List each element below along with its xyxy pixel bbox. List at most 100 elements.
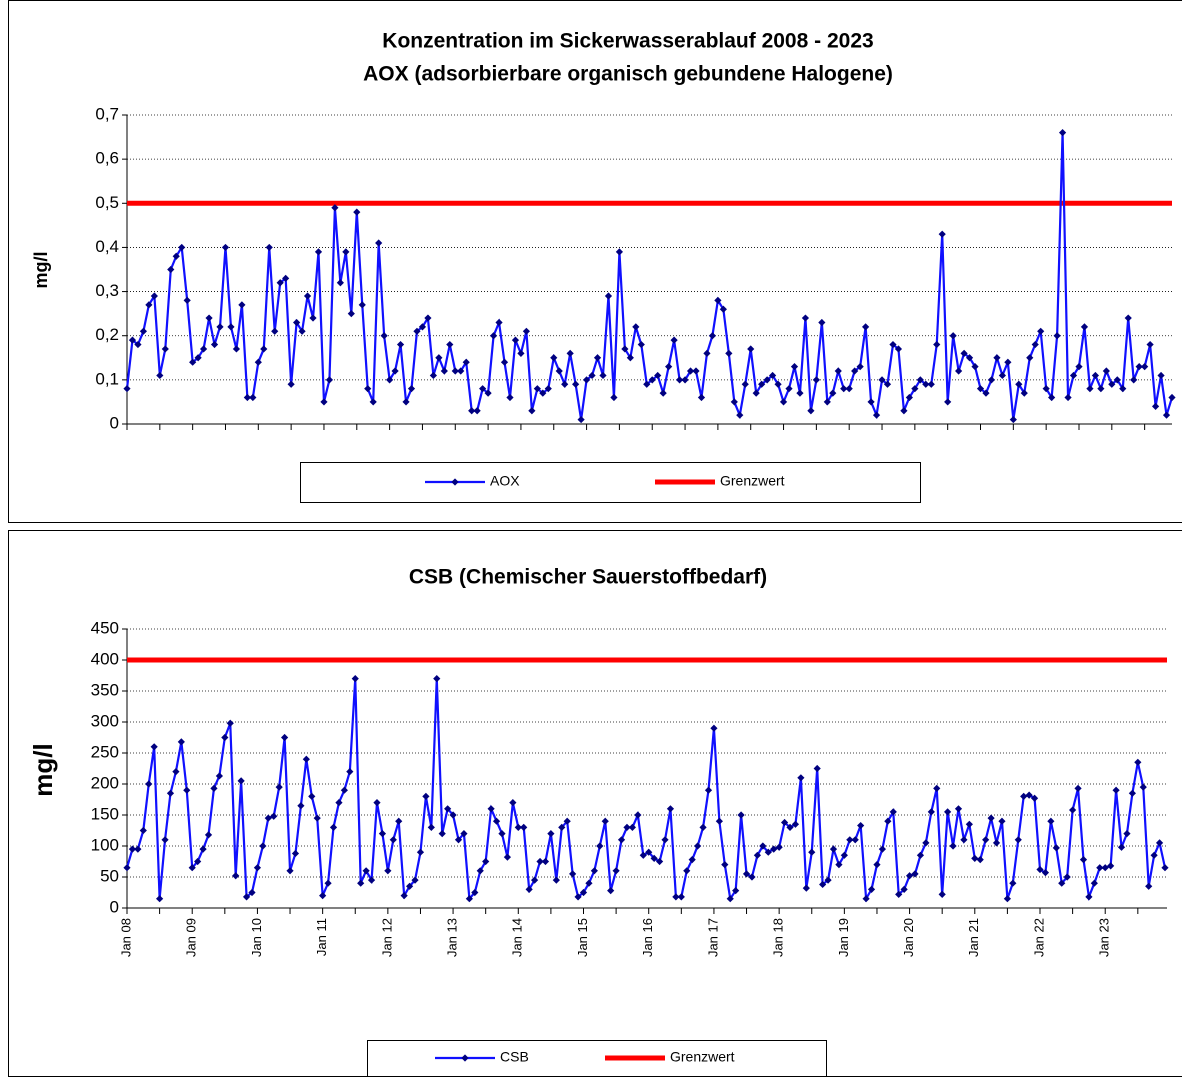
data-point <box>287 380 295 388</box>
data-line <box>125 678 1167 903</box>
data-point <box>276 279 284 287</box>
legend-label: Grenzwert <box>670 1049 735 1065</box>
data-point <box>758 380 766 388</box>
data-point <box>1009 415 1017 424</box>
data-point <box>851 836 859 844</box>
data-point <box>166 789 175 797</box>
data-point <box>536 857 544 866</box>
data-point <box>386 376 394 384</box>
data-point <box>1074 784 1082 792</box>
data-point <box>265 243 273 252</box>
data-point <box>451 367 459 375</box>
data-point <box>1079 856 1088 864</box>
data-point <box>1119 385 1127 393</box>
data-point <box>402 398 410 406</box>
data-point <box>753 851 762 859</box>
data-point <box>933 340 941 349</box>
data-point <box>987 814 995 822</box>
data-point <box>911 385 919 393</box>
data-point <box>965 354 974 362</box>
data-point <box>998 371 1006 380</box>
data-point <box>785 385 793 393</box>
data-point <box>648 376 656 384</box>
data-point <box>440 367 448 375</box>
data-point <box>1037 327 1045 335</box>
data-point <box>1139 783 1147 791</box>
data-point <box>1085 893 1093 901</box>
data-point <box>357 879 365 887</box>
data-point <box>786 823 794 831</box>
data-point <box>878 376 886 384</box>
data-point <box>405 882 414 890</box>
data-point <box>238 301 246 309</box>
data-point <box>659 389 667 397</box>
x-tick-label: Jan 13 <box>445 918 460 957</box>
data-point <box>123 385 131 393</box>
data-point <box>960 349 968 357</box>
data-point <box>650 854 658 862</box>
data-point <box>1086 385 1094 393</box>
data-point <box>1102 367 1110 375</box>
data-point <box>189 358 197 366</box>
y-tick-label: 200 <box>91 773 119 792</box>
data-point <box>626 354 634 362</box>
data-point <box>509 799 517 807</box>
data-point <box>373 799 381 807</box>
data-point <box>927 380 935 388</box>
data-point <box>380 332 388 340</box>
data-point <box>227 323 235 331</box>
y-axis-label: mg/l <box>28 743 58 796</box>
data-point <box>308 792 316 800</box>
data-point <box>487 805 495 813</box>
data-point <box>1009 879 1017 887</box>
data-point <box>840 851 848 859</box>
data-point <box>271 327 279 335</box>
legend-box <box>300 462 921 503</box>
data-point <box>732 887 740 895</box>
chart-title: CSB (Chemischer Sauerstoffbedarf) <box>409 566 767 589</box>
data-point <box>1096 864 1104 872</box>
data-point <box>916 851 925 859</box>
data-point <box>623 823 631 831</box>
data-point <box>780 818 789 827</box>
data-point <box>1123 830 1131 838</box>
data-point <box>1020 792 1028 800</box>
legend-label: CSB <box>500 1049 529 1065</box>
data-point <box>615 248 624 256</box>
data-point <box>621 345 629 353</box>
data-point <box>424 314 432 322</box>
data-point <box>172 768 180 776</box>
data-point <box>178 243 186 252</box>
data-point <box>194 857 202 866</box>
data-point <box>210 340 219 349</box>
data-point <box>566 349 574 357</box>
data-point <box>1108 380 1116 388</box>
data-point <box>188 864 196 872</box>
data-point <box>681 376 689 384</box>
data-point <box>812 376 820 384</box>
data-point <box>965 820 973 828</box>
data-point <box>145 301 153 309</box>
data-point <box>1145 882 1153 890</box>
x-tick-label: Jan 10 <box>249 918 264 957</box>
data-point <box>555 367 563 375</box>
data-point <box>819 880 827 889</box>
data-point <box>1026 354 1034 362</box>
data-point <box>495 318 503 327</box>
data-point <box>1141 363 1149 371</box>
data-point <box>156 895 164 903</box>
y-tick-label: 0,1 <box>95 369 119 388</box>
data-point <box>823 398 831 406</box>
data-point <box>1030 794 1039 802</box>
data-point <box>688 856 696 864</box>
data-point <box>582 376 591 384</box>
y-tick-label: 150 <box>91 804 119 823</box>
y-tick-label: 0,2 <box>95 325 119 344</box>
data-point <box>561 380 569 388</box>
data-point <box>856 363 864 371</box>
data-point <box>872 411 881 419</box>
data-point <box>248 888 256 897</box>
data-point <box>400 892 408 900</box>
data-point <box>721 861 729 869</box>
y-tick-label: 350 <box>91 680 119 699</box>
